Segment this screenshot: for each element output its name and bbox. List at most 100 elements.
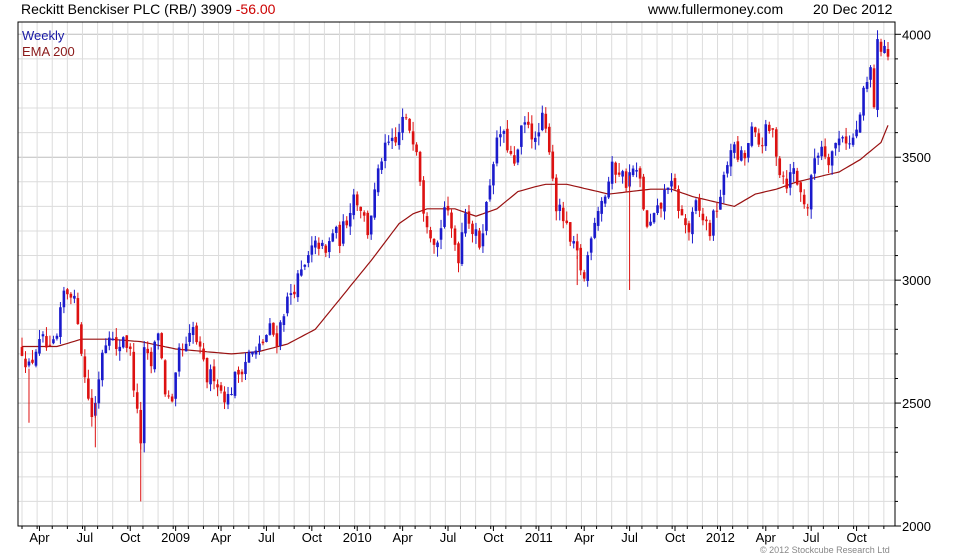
candle-body <box>223 391 226 403</box>
candle-body <box>747 143 750 158</box>
instrument-name: Reckitt Benckiser PLC (RB/) <box>21 1 197 17</box>
candle-body <box>52 339 55 344</box>
candle-body <box>73 295 76 299</box>
candle-body <box>226 393 230 405</box>
candle-body <box>160 333 163 359</box>
candle-body <box>802 194 806 205</box>
candle-body <box>855 129 858 137</box>
ema-200-line <box>22 125 889 355</box>
candle-body <box>125 335 129 348</box>
candle-body <box>27 361 31 366</box>
candle-body <box>31 359 34 363</box>
candle-body <box>408 118 411 131</box>
candle-body <box>369 215 373 235</box>
candle-body <box>132 351 136 391</box>
candle-body <box>181 349 184 351</box>
candle-body <box>128 346 132 349</box>
candle-body <box>205 358 209 383</box>
candle-body <box>582 272 586 279</box>
site-url[interactable]: www.fullermoney.com <box>648 1 784 17</box>
candle-body <box>289 293 293 295</box>
candle-body <box>45 336 48 348</box>
candle-body <box>492 164 495 186</box>
candle-body <box>66 289 69 295</box>
candle-body <box>743 152 747 159</box>
candle-body <box>422 180 425 214</box>
candle-body <box>296 273 300 298</box>
candle-body <box>694 200 698 211</box>
candle-body <box>334 226 338 233</box>
candle-body <box>572 241 576 244</box>
x-tick-label: 2010 <box>343 530 372 545</box>
y-tick-label: 2000 <box>902 519 931 534</box>
candle-body <box>20 346 24 356</box>
candle-body <box>198 341 202 347</box>
candle-body <box>321 242 324 246</box>
candle-body <box>265 334 268 342</box>
x-tick-label: Jul <box>440 530 457 545</box>
candle-body <box>537 132 541 137</box>
candle-body <box>156 333 160 341</box>
candle-body <box>719 196 722 210</box>
candle-body <box>415 144 418 153</box>
x-tick-label: Jul <box>77 530 94 545</box>
candle-body <box>401 116 404 133</box>
candle-body <box>184 343 188 352</box>
candle-body <box>279 322 282 346</box>
candle-body <box>97 379 101 404</box>
candle-body <box>324 245 328 253</box>
candle-body <box>722 174 726 195</box>
candle-body <box>55 335 59 339</box>
candle-body <box>453 228 457 245</box>
candle-body <box>359 206 363 211</box>
candle-body <box>823 146 827 157</box>
candle-body <box>90 397 94 418</box>
candle-body <box>69 293 73 298</box>
candle-body <box>851 137 855 145</box>
candle-body <box>41 334 45 337</box>
candlestick-group <box>20 30 890 502</box>
candle-body <box>785 178 789 189</box>
candle-body <box>376 168 380 193</box>
candle-body <box>684 218 687 226</box>
x-tick-label: Jul <box>621 530 638 545</box>
y-tick-label: 3000 <box>902 273 931 288</box>
candle-body <box>781 175 785 177</box>
candle-body <box>432 238 436 245</box>
x-tick-label: Oct <box>120 530 141 545</box>
candle-body <box>327 241 331 253</box>
candle-body <box>397 132 401 146</box>
candle-body <box>869 67 872 80</box>
candle-body <box>666 187 670 190</box>
y-axis: 2000 2500 3000 3500 4000 <box>895 27 931 534</box>
candle-body <box>439 228 443 240</box>
candle-body <box>830 151 834 166</box>
candle-body <box>76 298 80 324</box>
x-axis: Apr Jul Oct 2009 Apr Jul Oct 2010 Apr Jul Oct 2011 A… <box>21 526 885 545</box>
candle-body <box>663 189 666 212</box>
candle-body <box>394 136 397 143</box>
candle-body <box>792 168 796 174</box>
candle-body <box>872 68 876 108</box>
candle-body <box>600 200 603 214</box>
candle-body <box>649 221 652 226</box>
x-tick-label: Oct <box>302 530 323 545</box>
candle-body <box>551 151 555 179</box>
candle-body <box>118 346 122 352</box>
candle-body <box>603 196 607 204</box>
candle-body <box>680 209 684 216</box>
candle-body <box>809 175 813 210</box>
chart-date: 20 Dec 2012 <box>813 1 893 17</box>
candle-body <box>645 210 649 227</box>
candle-body <box>656 205 659 214</box>
candle-body <box>883 45 886 54</box>
candle-body <box>610 161 614 184</box>
candle-body <box>314 240 317 248</box>
candle-body <box>754 127 757 133</box>
candle-body <box>527 121 530 125</box>
candle-body <box>771 128 775 130</box>
candle-body <box>261 341 265 344</box>
candle-body <box>561 207 565 222</box>
x-tick-label: Oct <box>483 530 504 545</box>
candle-body <box>411 131 415 145</box>
